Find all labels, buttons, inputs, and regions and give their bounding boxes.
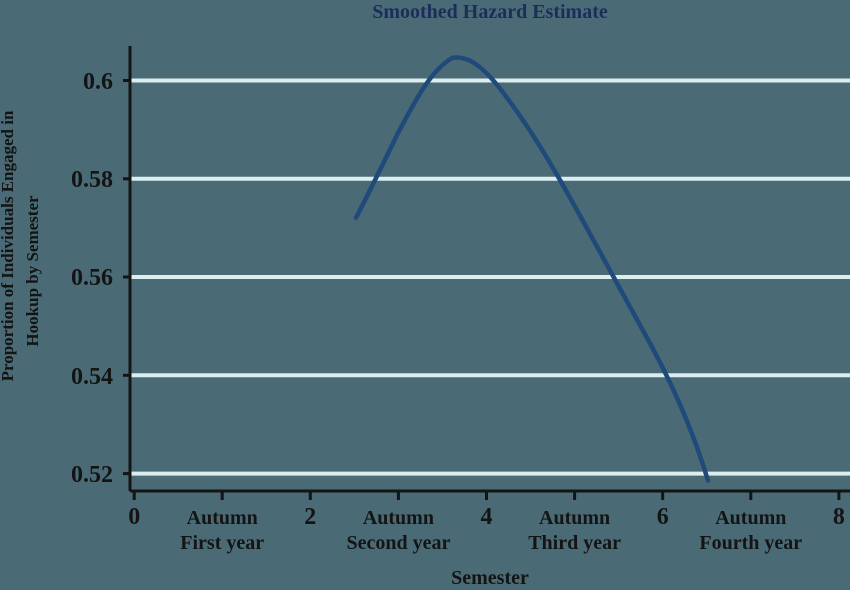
svg-text:0.58: 0.58 [71, 167, 113, 193]
svg-text:Fourth year: Fourth year [699, 532, 802, 554]
svg-text:Third year: Third year [528, 532, 621, 554]
svg-text:Autumn: Autumn [715, 507, 786, 529]
svg-text:Semester: Semester [451, 567, 529, 589]
svg-text:Autumn: Autumn [363, 507, 434, 529]
svg-text:0.6: 0.6 [83, 69, 113, 95]
svg-text:2: 2 [304, 504, 316, 530]
svg-text:4: 4 [481, 504, 493, 530]
svg-text:Second year: Second year [346, 532, 450, 554]
svg-text:Autumn: Autumn [539, 507, 610, 529]
svg-text:Hookup by Semester: Hookup by Semester [23, 195, 42, 347]
svg-text:Smoothed Hazard Estimate: Smoothed Hazard Estimate [372, 1, 608, 23]
svg-text:0: 0 [128, 504, 140, 530]
svg-text:0.56: 0.56 [71, 265, 113, 291]
svg-text:Autumn: Autumn [187, 507, 258, 529]
svg-text:0.54: 0.54 [71, 364, 113, 390]
svg-text:Proportion of Individuals Enga: Proportion of Individuals Engaged in [0, 110, 17, 381]
svg-text:First year: First year [180, 532, 264, 554]
svg-text:6: 6 [657, 504, 669, 530]
svg-text:8: 8 [833, 504, 845, 530]
svg-text:0.52: 0.52 [71, 462, 113, 488]
